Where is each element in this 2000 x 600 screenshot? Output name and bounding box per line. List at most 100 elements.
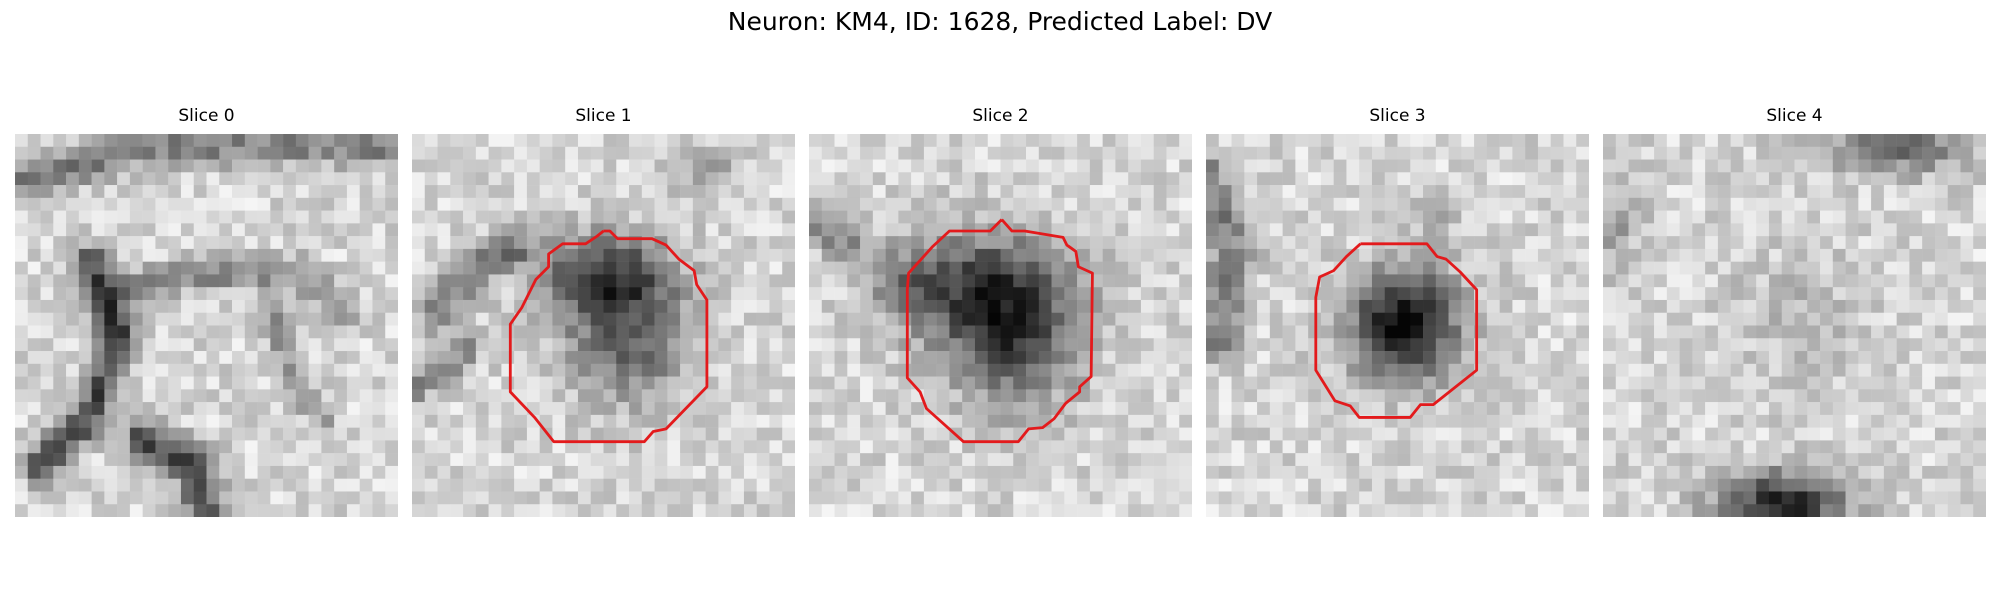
image-pixel xyxy=(1794,338,1808,352)
image-pixel xyxy=(1896,312,1910,326)
image-pixel xyxy=(232,351,246,365)
image-pixel xyxy=(346,478,360,492)
image-pixel xyxy=(1858,197,1872,211)
image-pixel xyxy=(412,351,426,365)
image-pixel xyxy=(552,172,566,186)
image-pixel xyxy=(40,338,54,352)
image-pixel xyxy=(1295,363,1309,377)
image-pixel xyxy=(885,236,899,250)
image-pixel xyxy=(705,274,719,288)
image-pixel xyxy=(911,351,925,365)
image-pixel xyxy=(193,274,207,288)
image-pixel xyxy=(1423,159,1437,173)
image-pixel xyxy=(885,248,899,262)
image-pixel xyxy=(66,338,80,352)
image-pixel xyxy=(1679,414,1693,428)
image-pixel xyxy=(78,261,92,275)
image-pixel xyxy=(117,504,131,517)
image-pixel xyxy=(168,197,182,211)
image-pixel xyxy=(1845,210,1859,224)
image-pixel xyxy=(1346,465,1360,479)
image-pixel xyxy=(219,351,233,365)
image-pixel xyxy=(53,376,67,390)
image-pixel xyxy=(53,248,67,262)
image-pixel xyxy=(1320,478,1334,492)
image-pixel xyxy=(346,261,360,275)
image-pixel xyxy=(577,210,591,224)
image-pixel xyxy=(718,504,732,517)
image-pixel xyxy=(385,210,398,224)
image-pixel xyxy=(821,261,835,275)
image-pixel xyxy=(1512,274,1526,288)
image-pixel xyxy=(1743,478,1757,492)
image-pixel xyxy=(962,197,976,211)
image-pixel xyxy=(1102,389,1116,403)
image-pixel xyxy=(1794,402,1808,416)
image-pixel xyxy=(385,363,398,377)
image-pixel xyxy=(756,427,770,441)
image-pixel xyxy=(206,402,220,416)
image-pixel xyxy=(616,389,630,403)
image-pixel xyxy=(911,325,925,339)
image-pixel xyxy=(1820,491,1834,505)
image-pixel xyxy=(1512,491,1526,505)
image-pixel xyxy=(1410,274,1424,288)
image-pixel xyxy=(1628,453,1642,467)
image-pixel xyxy=(654,453,668,467)
image-pixel xyxy=(1064,504,1078,517)
image-pixel xyxy=(1896,427,1910,441)
image-pixel xyxy=(1679,440,1693,454)
image-pixel xyxy=(552,261,566,275)
image-pixel xyxy=(232,210,246,224)
image-pixel xyxy=(1717,338,1731,352)
image-pixel xyxy=(501,351,515,365)
image-pixel xyxy=(769,414,783,428)
image-pixel xyxy=(1756,453,1770,467)
image-pixel xyxy=(514,338,528,352)
image-pixel xyxy=(743,389,757,403)
image-pixel xyxy=(1960,274,1974,288)
image-pixel xyxy=(1756,261,1770,275)
image-pixel xyxy=(1346,504,1360,517)
image-pixel xyxy=(692,427,706,441)
image-pixel xyxy=(1654,427,1668,441)
image-pixel xyxy=(1410,210,1424,224)
image-pixel xyxy=(1153,159,1167,173)
image-pixel xyxy=(1179,185,1192,199)
image-pixel xyxy=(450,299,464,313)
image-pixel xyxy=(616,312,630,326)
image-pixel xyxy=(359,134,373,148)
image-pixel xyxy=(565,299,579,313)
image-pixel xyxy=(590,478,604,492)
image-pixel xyxy=(283,414,297,428)
image-pixel xyxy=(1679,185,1693,199)
image-pixel xyxy=(577,287,591,301)
image-pixel xyxy=(1231,134,1245,148)
image-pixel xyxy=(1461,402,1475,416)
image-pixel xyxy=(1563,478,1577,492)
image-pixel xyxy=(91,261,105,275)
image-pixel xyxy=(692,376,706,390)
image-pixel xyxy=(372,172,386,186)
image-pixel xyxy=(654,504,668,517)
image-pixel xyxy=(1115,185,1129,199)
image-pixel xyxy=(359,236,373,250)
slice-image-2 xyxy=(809,134,1192,517)
image-pixel xyxy=(257,414,271,428)
image-pixel xyxy=(424,376,438,390)
image-pixel xyxy=(1871,210,1885,224)
image-pixel xyxy=(321,376,335,390)
image-pixel xyxy=(104,299,118,313)
image-pixel xyxy=(641,414,655,428)
image-pixel xyxy=(1820,146,1834,160)
image-pixel xyxy=(1909,210,1923,224)
image-pixel xyxy=(731,325,745,339)
image-pixel xyxy=(359,185,373,199)
image-pixel xyxy=(1499,299,1513,313)
image-pixel xyxy=(193,389,207,403)
image-pixel xyxy=(1051,236,1065,250)
image-pixel xyxy=(962,440,976,454)
image-pixel xyxy=(1960,134,1974,148)
image-pixel xyxy=(1128,146,1142,160)
image-pixel xyxy=(321,351,335,365)
